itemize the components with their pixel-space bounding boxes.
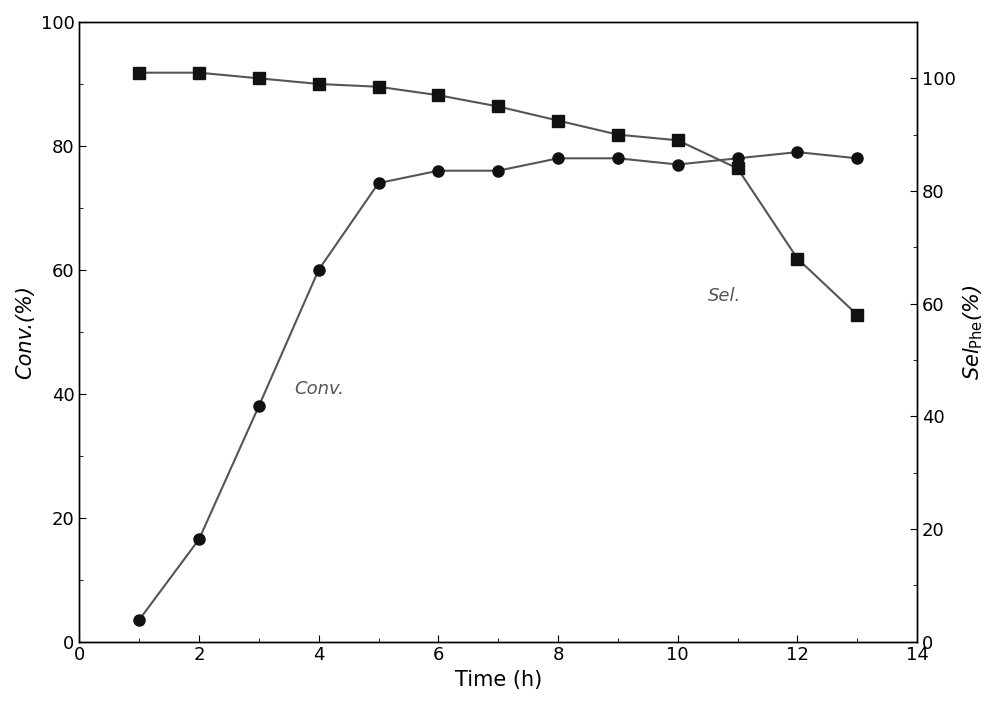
X-axis label: Time (h): Time (h) xyxy=(455,670,542,690)
Y-axis label: Conv.(%): Conv.(%) xyxy=(15,285,35,379)
Text: Conv.: Conv. xyxy=(295,380,345,398)
Y-axis label: $Sel_{\rm Phe}$(%): $Sel_{\rm Phe}$(%) xyxy=(961,284,985,379)
Text: Sel.: Sel. xyxy=(708,287,741,305)
